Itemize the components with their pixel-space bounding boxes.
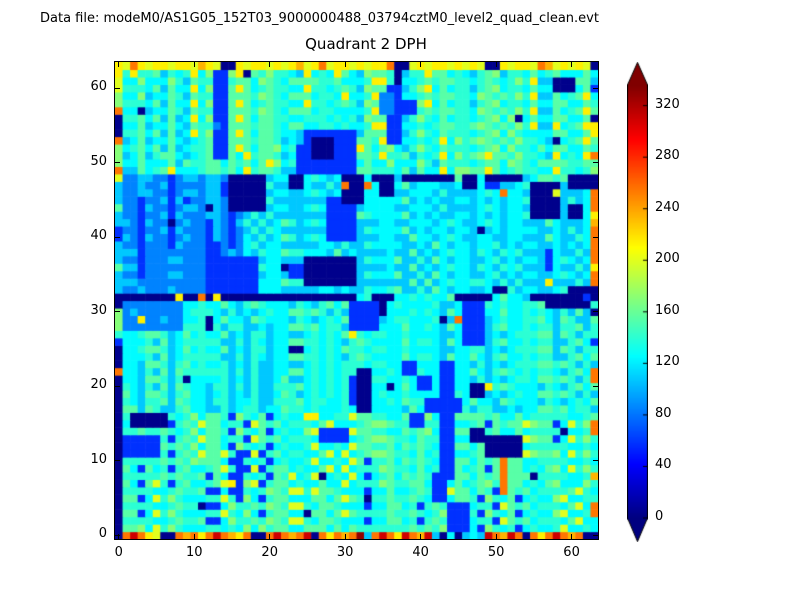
y-axis-tick xyxy=(115,460,120,462)
colorbar-gradient xyxy=(627,62,648,542)
y-axis-tick-right xyxy=(593,87,598,89)
x-axis-tick-label: 20 xyxy=(261,545,278,560)
x-axis-tick xyxy=(193,534,195,539)
colorbar-tick-label: 280 xyxy=(655,148,680,164)
x-axis-tick-label: 60 xyxy=(563,545,580,560)
x-axis-tick-label: 0 xyxy=(114,545,123,560)
x-axis-tick-label: 30 xyxy=(336,545,354,560)
heatmap-image xyxy=(115,62,598,539)
y-axis-tick xyxy=(115,385,120,387)
colorbar-tick-label: 0 xyxy=(655,509,664,524)
y-axis-tick-label: 0 xyxy=(98,526,107,542)
y-axis-tick-label: 50 xyxy=(90,153,107,169)
colorbar xyxy=(627,62,648,542)
y-axis-tick-label: 20 xyxy=(90,377,107,393)
y-axis-tick xyxy=(115,162,120,164)
colorbar-tick-label: 80 xyxy=(655,405,672,421)
y-axis-tick-right xyxy=(593,311,598,313)
x-axis-tick xyxy=(571,534,573,539)
y-axis-tick xyxy=(115,311,120,313)
x-axis-tick-top xyxy=(571,62,573,67)
colorbar-tick-label: 320 xyxy=(655,96,680,112)
x-axis-tick xyxy=(269,534,271,539)
x-axis-tick xyxy=(344,534,346,539)
x-axis-tick-top xyxy=(344,62,346,67)
y-axis-tick xyxy=(115,87,120,89)
x-axis-tick-label: 50 xyxy=(487,545,505,560)
y-axis-tick-label: 40 xyxy=(90,228,107,244)
colorbar-tick-label: 120 xyxy=(655,354,680,370)
colorbar-tick-label: 200 xyxy=(655,251,680,267)
x-axis-tick-label: 10 xyxy=(185,545,203,560)
x-axis-tick xyxy=(495,534,497,539)
y-axis-tick-label: 30 xyxy=(90,302,107,318)
y-axis-tick xyxy=(115,236,120,238)
colorbar-tick-label: 160 xyxy=(655,302,680,318)
y-axis-tick-right xyxy=(593,162,598,164)
x-axis-tick-top xyxy=(269,62,271,67)
x-axis-tick-top xyxy=(495,62,497,67)
colorbar-tick-label: 40 xyxy=(655,457,672,473)
x-axis-tick-label: 40 xyxy=(412,545,429,560)
y-axis-tick-label: 60 xyxy=(90,79,107,95)
x-axis-tick-top xyxy=(118,62,120,67)
y-axis-tick-right xyxy=(593,236,598,238)
x-axis-tick-top xyxy=(420,62,422,67)
y-axis-tick-label: 10 xyxy=(90,451,107,467)
axes-frame xyxy=(114,61,599,540)
data-file-label: Data file: modeM0/AS1G05_152T03_90000004… xyxy=(40,11,599,26)
y-axis-tick-right xyxy=(593,460,598,462)
y-axis-tick-right xyxy=(593,385,598,387)
colorbar-tick-label: 240 xyxy=(655,199,680,215)
plot-title: Quadrant 2 DPH xyxy=(305,35,427,53)
x-axis-tick xyxy=(420,534,422,539)
y-axis-tick-right xyxy=(593,534,598,536)
x-axis-tick xyxy=(118,534,120,539)
y-axis-tick xyxy=(115,534,120,536)
x-axis-tick-top xyxy=(193,62,195,67)
